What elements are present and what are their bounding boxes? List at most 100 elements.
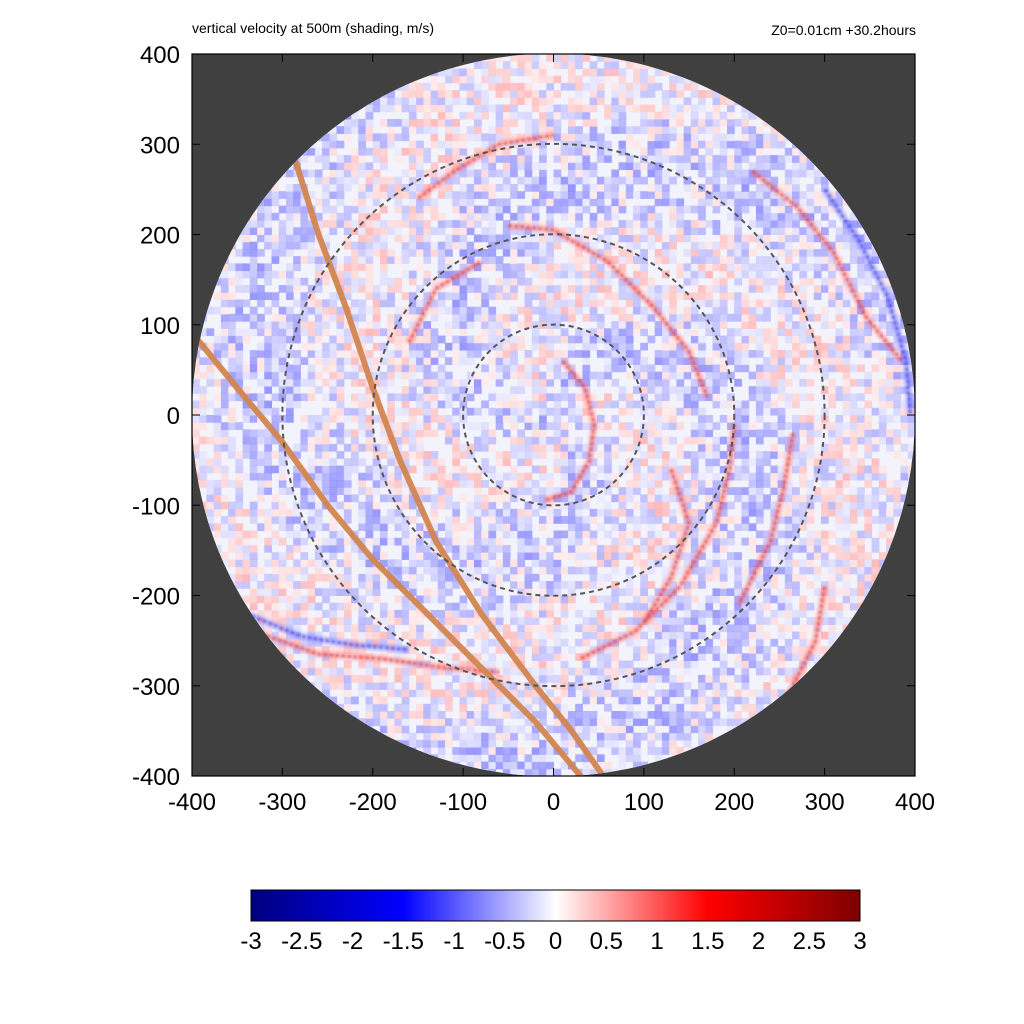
velocity-cell bbox=[553, 537, 562, 546]
velocity-cell bbox=[690, 508, 699, 517]
velocity-cell bbox=[633, 653, 641, 661]
velocity-cell bbox=[690, 162, 699, 171]
velocity-cell bbox=[430, 198, 439, 207]
velocity-cell bbox=[640, 75, 648, 84]
velocity-cell bbox=[466, 609, 475, 618]
velocity-cell bbox=[437, 696, 446, 705]
velocity-cell bbox=[278, 609, 287, 618]
velocity-cell bbox=[235, 335, 244, 344]
velocity-cell bbox=[394, 227, 403, 236]
velocity-cell bbox=[379, 118, 388, 127]
velocity-cell bbox=[343, 595, 352, 604]
velocity-cell bbox=[661, 90, 670, 98]
velocity-cell bbox=[611, 443, 620, 452]
velocity-cell bbox=[293, 516, 301, 524]
velocity-cell bbox=[676, 725, 685, 734]
velocity-cell bbox=[394, 364, 403, 373]
velocity-cell bbox=[517, 335, 526, 344]
velocity-cell bbox=[264, 429, 273, 438]
velocity-cell bbox=[524, 523, 533, 532]
velocity-cell bbox=[712, 646, 721, 654]
velocity-cell bbox=[719, 624, 728, 633]
velocity-cell bbox=[322, 573, 330, 582]
velocity-cell bbox=[495, 364, 504, 373]
velocity-cell bbox=[719, 306, 728, 315]
velocity-cell bbox=[336, 674, 345, 683]
velocity-cell bbox=[698, 162, 706, 171]
velocity-cell bbox=[329, 342, 338, 351]
velocity-cell bbox=[611, 631, 620, 640]
velocity-cell bbox=[452, 725, 461, 734]
velocity-cell bbox=[278, 357, 287, 365]
velocity-cell bbox=[278, 501, 287, 510]
velocity-cell bbox=[539, 299, 547, 308]
velocity-cell bbox=[416, 183, 424, 192]
velocity-cell bbox=[379, 256, 388, 264]
velocity-cell bbox=[401, 689, 410, 698]
velocity-cell bbox=[495, 689, 504, 698]
velocity-cell bbox=[307, 342, 316, 351]
velocity-cell bbox=[358, 595, 367, 604]
velocity-cell bbox=[669, 350, 677, 358]
velocity-cell bbox=[452, 306, 461, 315]
velocity-cell bbox=[690, 595, 699, 604]
velocity-cell bbox=[445, 248, 453, 257]
velocity-cell bbox=[365, 487, 374, 495]
velocity-cell bbox=[459, 559, 468, 568]
velocity-cell bbox=[719, 451, 728, 459]
velocity-cell bbox=[351, 205, 359, 214]
velocity-cell bbox=[575, 299, 583, 308]
velocity-cell bbox=[430, 407, 439, 416]
velocity-cell bbox=[430, 451, 439, 459]
velocity-cell bbox=[336, 581, 345, 589]
velocity-cell bbox=[690, 140, 699, 149]
velocity-cell bbox=[618, 465, 627, 474]
velocity-cell bbox=[394, 422, 403, 430]
velocity-cell bbox=[307, 227, 316, 236]
velocity-cell bbox=[307, 436, 316, 445]
velocity-cell bbox=[589, 696, 598, 705]
velocity-cell bbox=[199, 415, 207, 423]
velocity-cell bbox=[379, 523, 388, 532]
velocity-cell bbox=[213, 494, 222, 503]
velocity-cell bbox=[510, 371, 518, 380]
velocity-cell bbox=[466, 183, 475, 192]
velocity-cell bbox=[343, 674, 352, 683]
velocity-cell bbox=[401, 191, 410, 199]
velocity-cell bbox=[669, 718, 677, 726]
velocity-cell bbox=[531, 335, 540, 344]
velocity-cell bbox=[387, 191, 395, 199]
velocity-cell bbox=[473, 350, 482, 358]
velocity-cell bbox=[459, 660, 468, 669]
velocity-cell bbox=[351, 285, 359, 293]
velocity-cell bbox=[437, 638, 446, 647]
velocity-cell bbox=[473, 530, 482, 539]
velocity-cell bbox=[640, 227, 648, 236]
velocity-cell bbox=[618, 487, 627, 495]
velocity-cell bbox=[546, 689, 554, 698]
velocity-cell bbox=[604, 674, 612, 683]
velocity-cell bbox=[618, 588, 627, 597]
velocity-cell bbox=[358, 646, 367, 654]
velocity-cell bbox=[343, 624, 352, 633]
velocity-cell bbox=[228, 248, 236, 257]
velocity-cell bbox=[755, 494, 764, 503]
velocity-cell bbox=[531, 537, 540, 546]
velocity-cell bbox=[445, 328, 453, 337]
velocity-cell bbox=[437, 183, 446, 192]
velocity-cell bbox=[748, 299, 757, 308]
velocity-cell bbox=[618, 494, 627, 503]
velocity-cell bbox=[582, 718, 591, 726]
velocity-cell bbox=[683, 602, 692, 611]
velocity-cell bbox=[416, 617, 424, 625]
velocity-cell bbox=[473, 761, 482, 770]
velocity-cell bbox=[285, 573, 294, 582]
velocity-cell bbox=[329, 674, 338, 683]
velocity-cell bbox=[712, 133, 721, 142]
velocity-cell bbox=[712, 191, 721, 199]
velocity-cell bbox=[358, 443, 367, 452]
velocity-cell bbox=[358, 140, 367, 149]
velocity-cell bbox=[379, 725, 388, 734]
velocity-cell bbox=[517, 205, 526, 214]
velocity-cell bbox=[249, 602, 258, 611]
